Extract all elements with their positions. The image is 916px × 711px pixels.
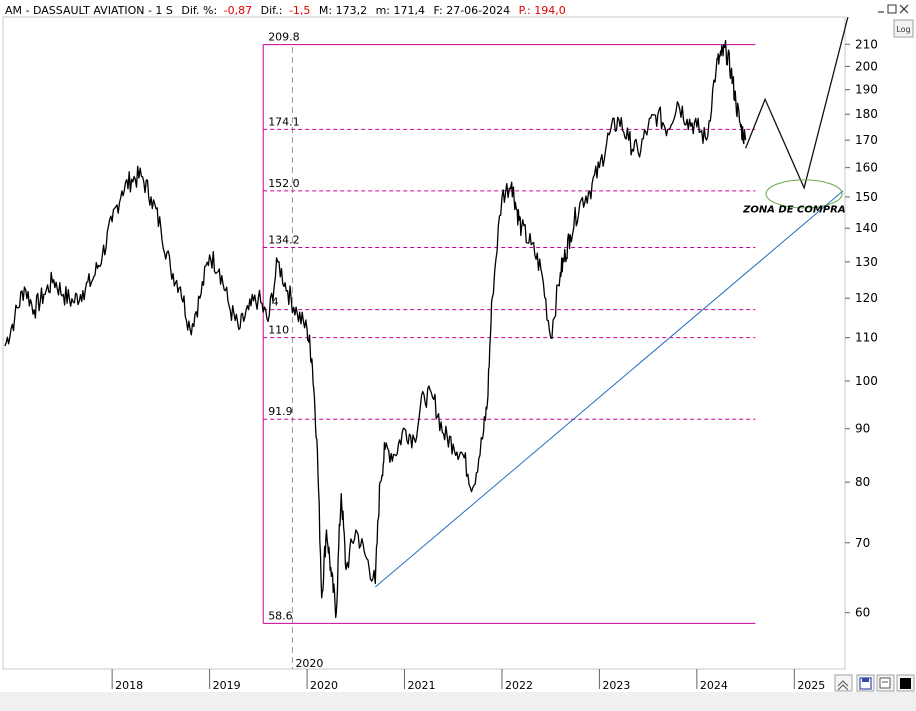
max-text: M: 173,2 <box>319 4 367 17</box>
y-tick-label: 130 <box>855 255 878 269</box>
y-tick-label: 180 <box>855 107 878 121</box>
color-swatch-icon[interactable] <box>896 674 915 692</box>
fib-level-label: 209.8 <box>268 31 300 44</box>
dif-pct-value: -0,87 <box>224 4 252 17</box>
minimize-icon[interactable] <box>876 4 886 14</box>
y-tick-label: 170 <box>855 133 878 147</box>
year-marker-label: 2020 <box>295 657 323 670</box>
y-tick-label: 160 <box>855 161 878 175</box>
fib-level-label: 174.1 <box>268 115 300 128</box>
y-tick-label: 100 <box>855 374 878 388</box>
plot-area <box>2 16 846 670</box>
y-tick-label: 210 <box>855 37 878 51</box>
x-tick-label: 2021 <box>408 679 436 692</box>
buy-zone-label: ZONA DE COMPRA <box>742 204 846 215</box>
x-tick-label: 2025 <box>797 679 825 692</box>
dif-pct-label: Dif. %: <box>181 4 217 17</box>
close-icon[interactable] <box>899 4 909 14</box>
y-tick-label: 150 <box>855 190 878 204</box>
options-icon[interactable] <box>876 674 895 692</box>
fibonacci-levels: 209.8 174.1 152.0 134.2 .4 110 91.9 58.6 <box>262 31 756 624</box>
projection-path <box>744 16 849 190</box>
log-scale-button[interactable]: Log <box>893 19 914 38</box>
y-tick-label: 110 <box>855 331 878 345</box>
x-tick-label: 2024 <box>700 679 728 692</box>
fib-level-label: 134.2 <box>268 233 300 246</box>
dif-label: Dif.: <box>261 4 283 17</box>
buy-zone-ellipse <box>765 179 843 209</box>
bottom-toolbar <box>0 674 916 711</box>
tick-layer: 60 70 80 90 100 110 120 130 140 150 160 170 180 190 20… <box>111 37 878 692</box>
expand-icon[interactable] <box>834 674 853 692</box>
y-tick-label: 80 <box>855 475 870 489</box>
dif-value: -1,5 <box>289 4 310 17</box>
trendline-layer <box>374 190 844 588</box>
chart-header: AM - DASSAULT AVIATION - 1 S Dif. %: -0,… <box>5 4 566 17</box>
x-tick-label: 2020 <box>310 679 338 692</box>
y-tick-label: 70 <box>855 536 870 550</box>
save-icon[interactable] <box>856 674 875 692</box>
price-line <box>4 39 747 619</box>
y-tick-label: 190 <box>855 83 878 97</box>
x-tick-label: 2019 <box>213 679 241 692</box>
fib-level-label: 152.0 <box>268 177 300 190</box>
date-text: F: 27-06-2024 <box>434 4 511 17</box>
y-tick-label: 140 <box>855 221 878 235</box>
y-tick-label: 200 <box>855 59 878 73</box>
fib-level-label: 91.9 <box>268 405 293 418</box>
projection-layer <box>744 16 849 190</box>
fib-level-label: 58.6 <box>268 609 293 622</box>
window-controls <box>876 4 909 14</box>
y-tick-label: 90 <box>855 422 870 436</box>
maximize-icon[interactable] <box>887 4 897 14</box>
fib-level-label: .4 <box>268 296 279 309</box>
x-tick-label: 2018 <box>115 679 143 692</box>
price-text: P.: 194,0 <box>519 4 566 17</box>
x-tick-label: 2023 <box>602 679 630 692</box>
y-tick-label: 120 <box>855 291 878 305</box>
price-series <box>4 39 747 619</box>
buy-zone: ZONA DE COMPRA <box>742 179 846 215</box>
support-trendline <box>374 190 844 588</box>
x-tick-label: 2022 <box>505 679 533 692</box>
instrument-name: AM - DASSAULT AVIATION - 1 S <box>5 4 173 17</box>
log-button-label: Log <box>896 25 910 34</box>
min-text: m: 171,4 <box>376 4 425 17</box>
fib-level-label: 110 <box>268 324 289 337</box>
y-tick-label: 60 <box>855 606 870 620</box>
